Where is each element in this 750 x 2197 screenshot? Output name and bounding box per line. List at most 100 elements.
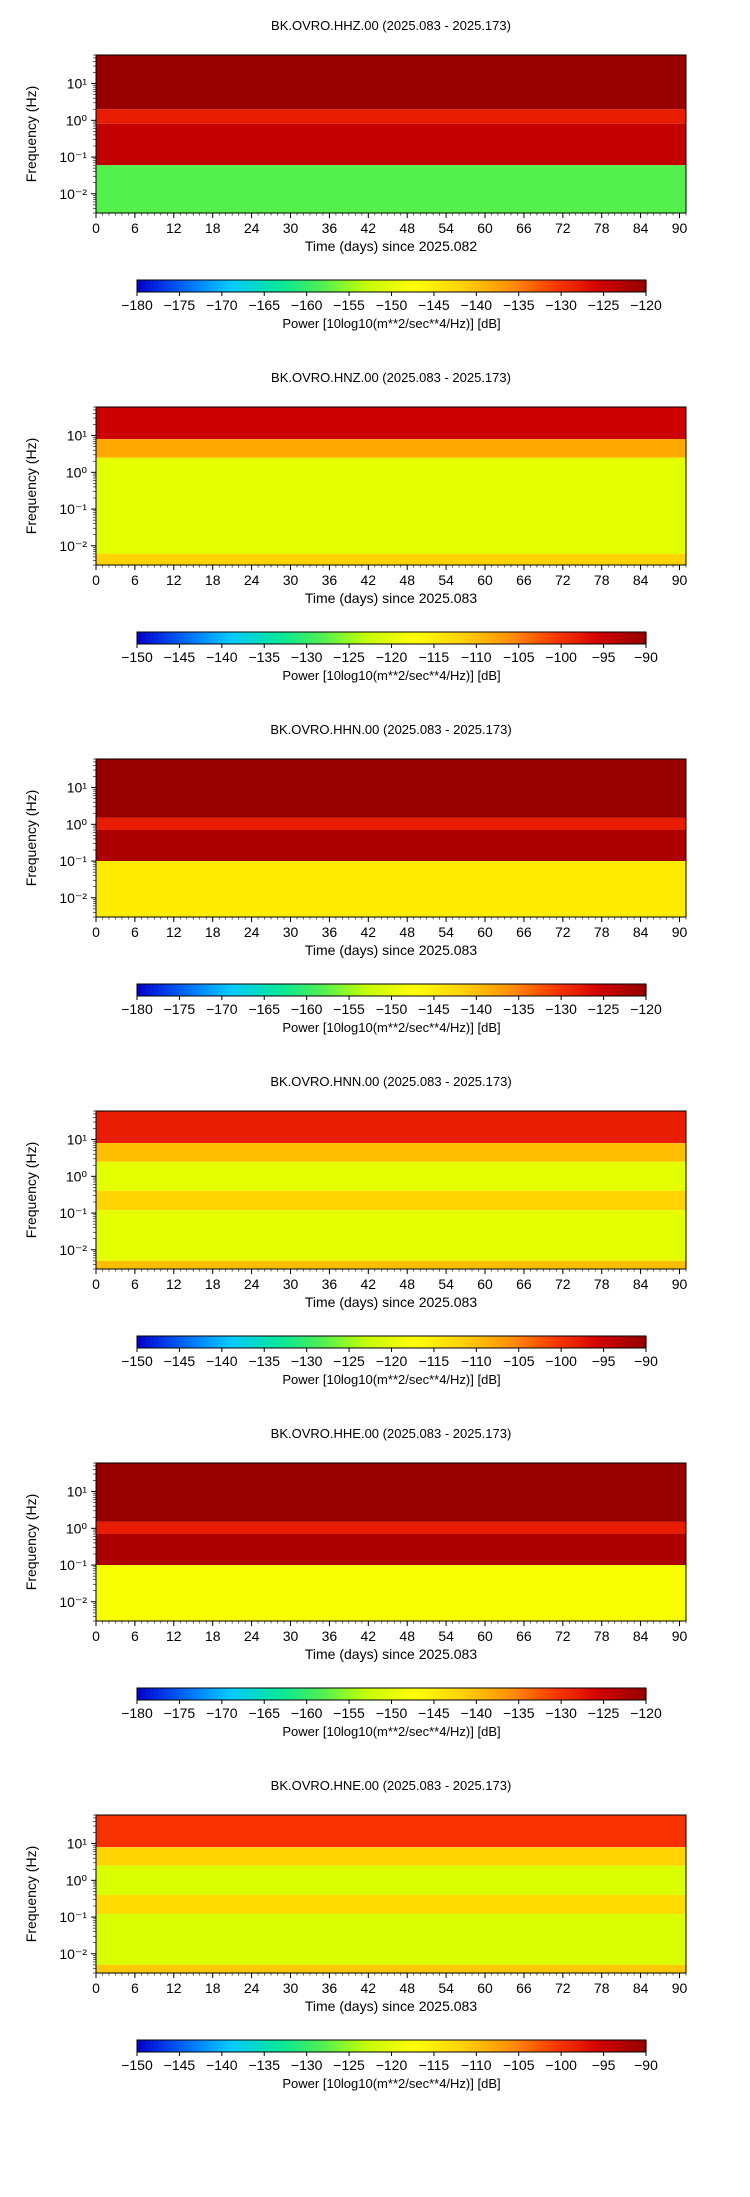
heatmap-band-2 <box>96 817 686 831</box>
heatmap-band-1 <box>96 1815 686 1848</box>
colorbar-segment <box>506 280 511 292</box>
colorbar-tick-label: −175 <box>164 1001 196 1017</box>
colorbar-segment <box>387 1336 393 1348</box>
colorbar-segment <box>251 1688 257 1700</box>
colorbar-segment <box>548 2040 554 2052</box>
colorbar-segment <box>391 984 397 996</box>
colorbar-segment <box>408 1336 414 1348</box>
colorbar-segment <box>179 1336 185 1348</box>
colorbar-segment <box>493 1336 499 1348</box>
heatmap <box>96 1111 686 1269</box>
chart-panel-1: BK.OVRO.HHZ.00 (2025.083 - 2025.173) 0 6 12… <box>23 18 688 331</box>
x-axis-label: Time (days) since 2025.083 <box>305 1646 477 1662</box>
colorbar-segment <box>399 632 405 644</box>
colorbar-segment <box>552 1336 558 1348</box>
heatmap-band-4 <box>96 861 686 917</box>
colorbar-segment <box>433 984 439 996</box>
colorbar-segment <box>556 632 562 644</box>
colorbar-segment <box>416 632 422 644</box>
colorbar-segment <box>404 1688 410 1700</box>
colorbar-segment <box>319 2040 325 2052</box>
colorbar-segment <box>573 1688 579 1700</box>
y-tick-label: 10⁻¹ <box>59 1909 87 1925</box>
x-tick-label: 36 <box>322 1628 338 1644</box>
colorbar-segment <box>285 984 291 996</box>
colorbar-segment <box>569 632 575 644</box>
x-tick-label: 78 <box>594 572 610 588</box>
colorbar-segment <box>603 1688 609 1700</box>
colorbar-segment <box>552 984 558 996</box>
colorbar-segment <box>459 280 465 292</box>
x-tick-label: 24 <box>244 1980 260 1996</box>
colorbar-segment <box>442 1688 448 1700</box>
colorbar-segment <box>221 984 227 996</box>
colorbar-segment <box>209 1688 214 1700</box>
colorbar-segment <box>497 632 503 644</box>
x-tick-label: 6 <box>131 924 139 940</box>
colorbar-segment <box>285 1336 291 1348</box>
colorbar-segment <box>522 632 528 644</box>
colorbar-segment <box>175 1336 181 1348</box>
colorbar-segment <box>260 632 265 644</box>
colorbar-segment <box>489 984 494 996</box>
colorbar-tick-label: −90 <box>634 649 658 665</box>
colorbar-segment <box>408 984 414 996</box>
colorbar-segment <box>510 1336 516 1348</box>
colorbar: −150 −145 −140 −135 −130 −125 −120 −115 −110 −105… <box>121 2039 658 2091</box>
colorbar-segment <box>332 1688 337 1700</box>
colorbar-segment <box>361 1688 367 1700</box>
y-tick-label: 10⁻¹ <box>59 853 87 869</box>
colorbar-segment <box>412 1336 418 1348</box>
colorbar-segment <box>412 984 418 996</box>
heatmap-band-2 <box>96 109 686 124</box>
colorbar-segment <box>298 984 304 996</box>
colorbar-segment <box>289 632 295 644</box>
x-tick-label: 72 <box>555 1276 571 1292</box>
plot-frame <box>95 1814 687 1974</box>
colorbar-segment <box>493 984 499 996</box>
plot-frame <box>95 1462 687 1622</box>
x-tick-label: 90 <box>672 220 688 236</box>
colorbar-segment <box>620 2040 626 2052</box>
colorbar-segment <box>153 1688 159 1700</box>
colorbar-segment <box>510 632 516 644</box>
colorbar-segment <box>531 2040 537 2052</box>
colorbar-segment <box>349 1688 354 1700</box>
colorbar-segment <box>137 632 142 644</box>
y-tick-label: 10⁻¹ <box>59 1557 87 1573</box>
colorbar-segment <box>544 1336 550 1348</box>
colorbar-segment <box>612 632 617 644</box>
colorbar-segment <box>268 1688 274 1700</box>
colorbar-segment <box>370 1336 376 1348</box>
heatmap-band-1 <box>96 759 686 818</box>
colorbar-segment <box>141 632 147 644</box>
colorbar-segment <box>353 632 359 644</box>
colorbar-segment <box>230 2040 236 2052</box>
colorbar-segment <box>149 984 155 996</box>
colorbar-segment <box>421 2040 427 2052</box>
colorbar-segment <box>310 1336 316 1348</box>
colorbar-segment <box>310 1688 316 1700</box>
colorbar-segment <box>590 280 596 292</box>
x-tick-label: 36 <box>322 924 338 940</box>
colorbar-segment <box>565 1336 571 1348</box>
heatmap-band-3 <box>96 457 686 554</box>
x-tick-label: 0 <box>92 1276 100 1292</box>
x-tick-label: 0 <box>92 924 100 940</box>
colorbar-segment <box>370 632 376 644</box>
colorbar-segment <box>599 280 605 292</box>
y-axis-label: Frequency (Hz) <box>23 1142 39 1238</box>
x-tick-label: 54 <box>438 220 454 236</box>
colorbar-segment <box>298 1336 304 1348</box>
colorbar-segment <box>383 984 388 996</box>
colorbar-segment <box>387 632 393 644</box>
colorbar-segment <box>361 632 367 644</box>
x-tick-label: 60 <box>477 1276 493 1292</box>
colorbar-segment <box>590 632 596 644</box>
colorbar-segment <box>260 1336 265 1348</box>
x-tick-label: 72 <box>555 220 571 236</box>
colorbar-tick-label: −120 <box>630 297 662 313</box>
colorbar-segment <box>484 632 490 644</box>
colorbar-segment <box>404 984 410 996</box>
colorbar-segment <box>238 1688 244 1700</box>
